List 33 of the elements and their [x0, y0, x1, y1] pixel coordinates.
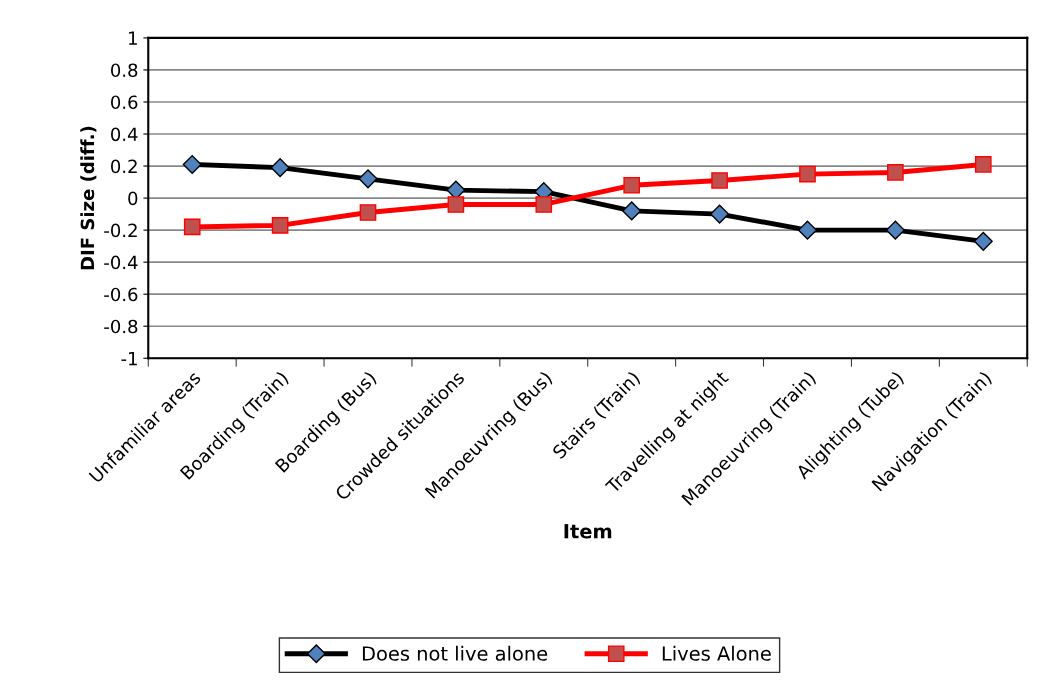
y-tick-label: -0.8 — [104, 319, 138, 334]
point — [973, 231, 993, 251]
point — [183, 218, 201, 236]
point — [270, 158, 290, 178]
legend-label: Does not live alone — [362, 645, 548, 661]
y-tick-label: -1 — [121, 351, 137, 366]
y-tick-label: -0.6 — [104, 287, 138, 302]
point — [710, 204, 730, 224]
y-tick-label: 0.4 — [111, 127, 138, 142]
point — [271, 216, 289, 234]
x-axis-title: Item — [564, 524, 612, 539]
point — [358, 169, 378, 189]
point — [799, 165, 816, 183]
y-tick-label: 0.8 — [111, 63, 138, 78]
y-axis-title: DIF Size (diff.) — [80, 126, 97, 270]
point — [535, 196, 553, 213]
point — [797, 220, 818, 240]
y-tick-label: 1 — [129, 31, 137, 45]
point — [622, 201, 642, 221]
point — [359, 204, 377, 221]
point — [885, 220, 905, 240]
point — [887, 164, 904, 181]
point — [447, 196, 465, 213]
y-tick-label: 0 — [128, 191, 138, 206]
point — [623, 176, 641, 194]
y-tick-label: -0.4 — [104, 255, 138, 270]
legend-label: Lives Alone — [662, 645, 771, 661]
point — [182, 154, 202, 174]
point — [711, 172, 728, 189]
y-tick-label: -0.2 — [104, 223, 137, 238]
y-tick-label: 0.6 — [111, 95, 138, 110]
y-tick-label: 0.2 — [111, 159, 137, 174]
point — [974, 156, 992, 173]
